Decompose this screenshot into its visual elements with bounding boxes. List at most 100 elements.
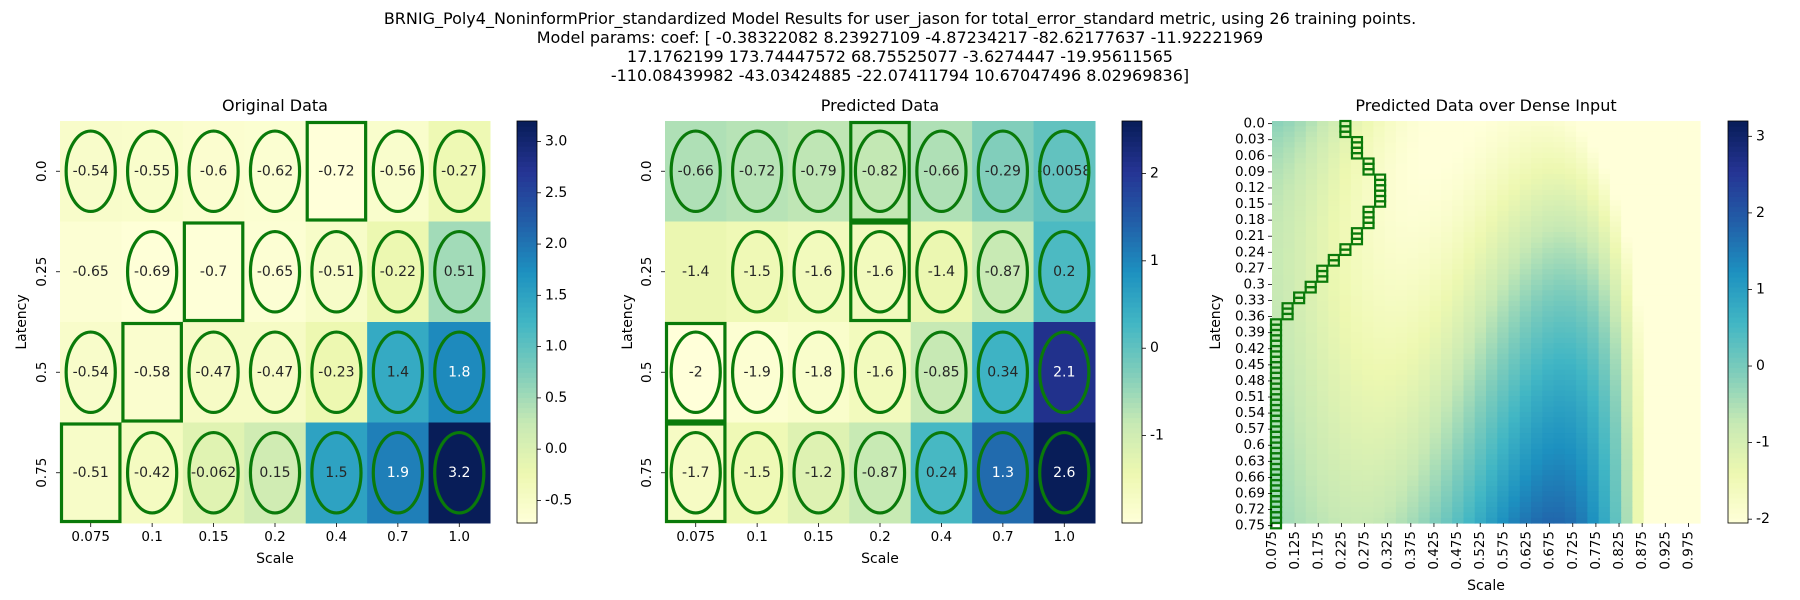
dense-heatmap-cell: [1486, 274, 1498, 281]
dense-heatmap-cell: [1350, 512, 1363, 519]
dense-heatmap-cell: [1553, 485, 1566, 492]
dense-heatmap-cell: [1440, 454, 1453, 461]
predicted-data-colorbar-segment: [1122, 161, 1142, 167]
dense-heatmap-cell: [1497, 517, 1510, 524]
dense-prediction-colorbar-segment: [1728, 502, 1748, 509]
dense-heatmap-cell: [1384, 152, 1397, 159]
dense-heatmap-cell: [1429, 369, 1442, 376]
dense-heatmap-cell: [1362, 263, 1374, 270]
dense-heatmap-cell: [1621, 470, 1634, 476]
dense-heatmap-cell: [1407, 163, 1420, 170]
dense-heatmap-cell: [1654, 136, 1667, 143]
cell-value-label: 0.15: [259, 465, 290, 481]
cell-value-label: -0.65: [257, 264, 293, 280]
dense-heatmap-cell: [1328, 417, 1341, 424]
dense-heatmap-cell: [1463, 406, 1476, 413]
dense-heatmap-cell: [1350, 200, 1363, 207]
dense-heatmap-cell: [1486, 380, 1498, 387]
cell-value-label: -0.72: [318, 163, 354, 179]
dense-heatmap-cell: [1339, 406, 1352, 413]
dense-heatmap-cell: [1305, 311, 1318, 318]
dense-heatmap-cell: [1418, 401, 1431, 408]
dense-heatmap-cell: [1452, 427, 1465, 434]
dense-heatmap-cell: [1283, 179, 1296, 186]
original-data-colorbar-segment: [517, 286, 537, 293]
dense-heatmap-cell: [1362, 226, 1374, 233]
heatmap-cell: [367, 221, 430, 323]
dense-heatmap-cell: [1531, 168, 1543, 175]
cell-value-label: -1.6: [866, 264, 893, 280]
dense-heatmap-cell: [1609, 200, 1622, 207]
dense-heatmap-cell: [1440, 406, 1453, 413]
dense-heatmap-cell: [1339, 517, 1352, 524]
dense-heatmap-cell: [1272, 269, 1284, 275]
dense-heatmap-cell: [1666, 491, 1679, 498]
dense-heatmap-cell: [1328, 517, 1341, 524]
dense-heatmap-cell: [1531, 300, 1543, 307]
dense-heatmap-cell: [1519, 390, 1532, 397]
dense-heatmap-cell: [1609, 300, 1622, 307]
dense-heatmap-cell: [1688, 390, 1701, 397]
dense-heatmap-cell: [1463, 422, 1476, 429]
dense-heatmap-cell: [1519, 464, 1532, 471]
dense-heatmap-cell: [1666, 131, 1679, 138]
original-data-colorbar-segment: [517, 226, 537, 233]
dense-heatmap-cell: [1486, 210, 1498, 217]
dense-heatmap-cell: [1429, 142, 1442, 149]
dense-heatmap-cell: [1508, 496, 1521, 503]
dense-heatmap-cell: [1418, 343, 1431, 350]
dense-heatmap-cell: [1373, 200, 1386, 207]
dense-heatmap-cell: [1328, 427, 1341, 434]
dense-heatmap-cell: [1553, 173, 1566, 180]
dense-prediction-colorbar-segment: [1728, 447, 1748, 454]
predicted-data-x-ticks: 0.075 0.1 0.15 0.2 0.4 0.7 1.0: [676, 523, 1075, 545]
dense-heatmap-cell: [1339, 485, 1352, 492]
dense-heatmap-cell: [1440, 485, 1453, 492]
minimum-box-marker: [305, 120, 368, 222]
dense-heatmap-cell: [1350, 295, 1363, 302]
dense-heatmap-cell: [1463, 226, 1476, 233]
original-data-colorbar-frame: [516, 120, 538, 524]
dense-heatmap-cell: [1542, 507, 1555, 514]
dense-heatmap-cell: [1587, 348, 1600, 355]
dense-heatmap-cell: [1407, 200, 1420, 207]
dense-heatmap-cell: [1497, 126, 1510, 133]
original-data-colorbar-segment: [517, 171, 537, 177]
dense-heatmap-cell: [1328, 433, 1341, 439]
dense-heatmap-cell: [1598, 189, 1611, 196]
dense-heatmap-cell: [1576, 353, 1588, 360]
dense-heatmap-cell: [1339, 179, 1352, 186]
dense-heatmap-cell: [1418, 464, 1431, 471]
dense-heatmap-cell: [1350, 232, 1363, 238]
figure-title: BRNIG_Poly4_NoninformPrior_standardized …: [384, 9, 1416, 85]
predicted-data-colorbar-segment: [1122, 126, 1142, 132]
dense-heatmap-cell: [1609, 284, 1622, 291]
dense-heatmap-cell: [1373, 501, 1386, 508]
dense-heatmap-cell: [1486, 216, 1498, 223]
dense-heatmap-cell: [1418, 269, 1431, 275]
dense-heatmap-cell: [1688, 226, 1701, 233]
dense-heatmap-cell: [1407, 380, 1420, 387]
dense-heatmap-cell: [1508, 380, 1521, 387]
dense-heatmap-cell: [1553, 179, 1566, 186]
dense-heatmap-cell: [1643, 496, 1656, 503]
dense-heatmap-cell: [1531, 258, 1543, 265]
predicted-data-markers: [664, 120, 1091, 524]
dense-heatmap-cell: [1621, 158, 1634, 164]
x-tick-label: 0.975: [1680, 531, 1696, 570]
dense-heatmap-cell: [1621, 290, 1634, 297]
dense-heatmap-cell: [1350, 422, 1363, 429]
dense-heatmap-cell: [1452, 411, 1465, 418]
dense-heatmap-cell: [1564, 237, 1577, 244]
dense-heatmap-cell: [1598, 385, 1611, 392]
x-tick-label: 0.15: [804, 529, 834, 545]
original-data-colorbar-segment: [517, 231, 537, 238]
dense-heatmap-cell: [1486, 173, 1498, 180]
dense-heatmap-cell: [1463, 247, 1476, 254]
dense-heatmap-cell: [1305, 401, 1318, 408]
dense-heatmap-cell: [1553, 390, 1566, 397]
dense-heatmap-cell: [1531, 390, 1543, 397]
dense-heatmap-cell: [1384, 448, 1397, 455]
dense-heatmap-cell: [1609, 163, 1622, 170]
cell-value-label: -0.51: [318, 264, 354, 280]
